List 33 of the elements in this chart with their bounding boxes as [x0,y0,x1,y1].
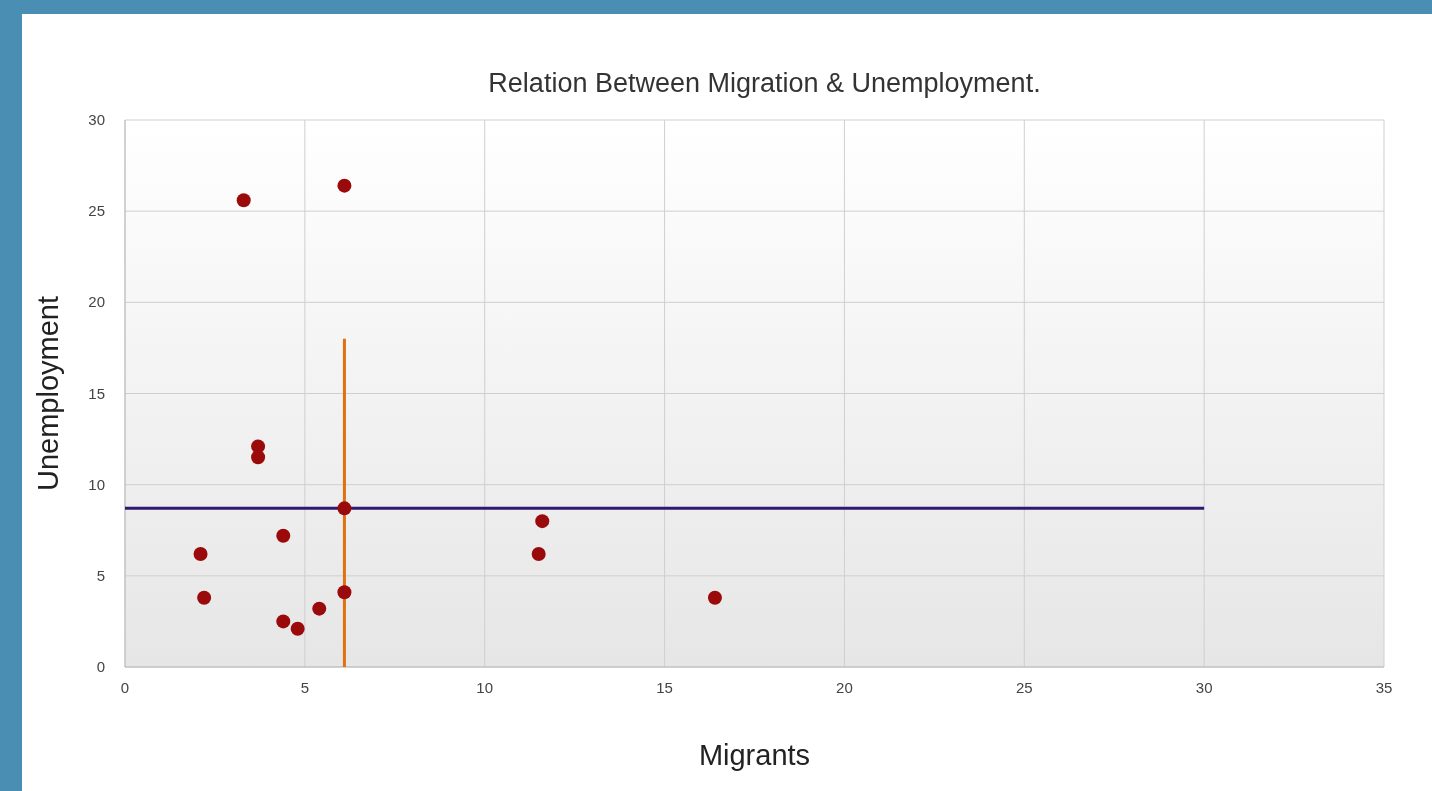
point [707,590,722,605]
y-tick-label: 25 [88,202,105,220]
point [337,501,352,516]
y-tick-label: 10 [88,475,105,493]
x-tick-label: 5 [300,679,310,696]
point [276,614,291,629]
y-tick-label: 0 [96,658,105,675]
point [337,585,352,600]
x-tick-label: 15 [656,679,673,696]
x-tick-label: 20 [836,679,853,696]
y-tick-label: 20 [88,293,105,311]
x-tick-label: 25 [1015,679,1033,696]
x-axis-title: Migrants [698,739,811,771]
x-tick-label: 30 [1195,679,1213,696]
point [236,193,251,208]
x-tick-label: 10 [476,679,494,696]
point [290,621,305,636]
point [535,514,550,529]
point [276,528,291,543]
chart-title: Relation Between Migration & Unemployment. [488,68,1041,98]
point [251,450,266,465]
point [531,546,546,561]
point [337,178,352,193]
y-tick-label: 30 [88,111,105,128]
y-axis-title: Unemployment [32,295,64,492]
x-tick-label: 35 [1375,679,1393,696]
y-tick-label: 5 [96,566,105,584]
point [197,590,212,605]
x-tick-label: 0 [120,679,130,696]
point [193,546,208,561]
y-tick-label: 15 [88,384,105,402]
point [251,439,266,454]
point [312,601,327,616]
